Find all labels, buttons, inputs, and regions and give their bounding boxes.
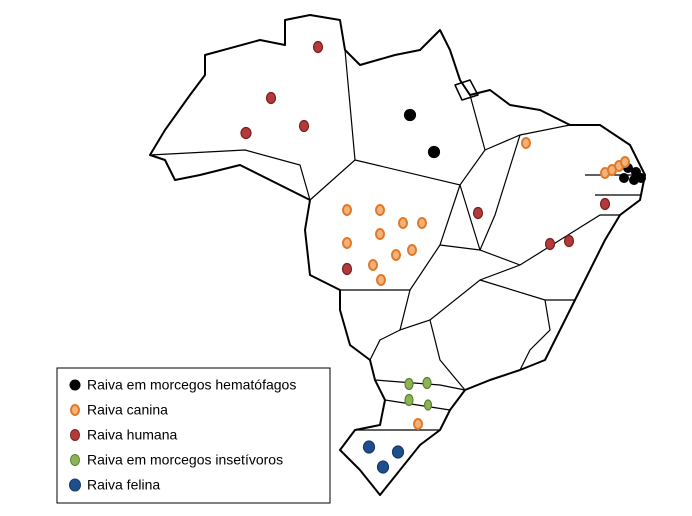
marker-bat-insectivorous [404, 377, 414, 391]
marker-bat-vampire [619, 173, 629, 183]
marker-canine [407, 244, 417, 256]
marker-human [599, 197, 611, 211]
country-outline [149, 14, 646, 496]
marker-human [240, 126, 252, 140]
marker-human [544, 237, 556, 251]
marker-human [341, 262, 353, 276]
marker-feline [362, 440, 376, 454]
marker-canine [342, 237, 352, 249]
marker-feline [376, 460, 390, 474]
marker-canine [521, 137, 531, 149]
marker-canine [391, 249, 401, 261]
marker-canine [398, 217, 408, 229]
legend-label: Raiva em morcegos insetívoros [87, 452, 283, 468]
legend-label: Raiva em morcegos hematófagos [87, 377, 296, 393]
marker-canine [375, 204, 385, 216]
legend-label: Raiva felina [87, 477, 160, 493]
marker-bat-insectivorous [404, 393, 414, 407]
legend-label: Raiva humana [87, 427, 177, 443]
marker-canine [342, 204, 352, 216]
marker-feline [391, 445, 405, 459]
marker-human [298, 119, 310, 133]
marker-bat-vampire [427, 145, 441, 159]
legend: Raiva em morcegos hematófagos Raiva cani… [56, 367, 331, 504]
marker-bat-insectivorous [423, 399, 433, 411]
marker-human [265, 91, 277, 105]
marker-canine [417, 217, 427, 229]
legend-box [56, 367, 331, 504]
marker-bat-insectivorous [422, 376, 432, 390]
state-borders [149, 49, 640, 431]
legend-swatch [69, 478, 81, 492]
marker-canine [413, 418, 423, 430]
marker-canine [620, 156, 630, 168]
marker-canine [368, 259, 378, 271]
marker-human [563, 234, 575, 248]
legend-swatch [70, 429, 80, 441]
markers [240, 40, 646, 474]
legend-label: Raiva canina [87, 402, 168, 418]
legend-swatch [70, 404, 80, 416]
marker-human [312, 40, 324, 54]
legend-swatch [70, 454, 80, 466]
marker-human [472, 206, 484, 220]
marker-bat-vampire [636, 173, 646, 183]
marker-bat-vampire [403, 108, 417, 122]
marker-canine [376, 274, 386, 286]
marker-canine [375, 228, 385, 240]
legend-swatch [69, 379, 81, 391]
